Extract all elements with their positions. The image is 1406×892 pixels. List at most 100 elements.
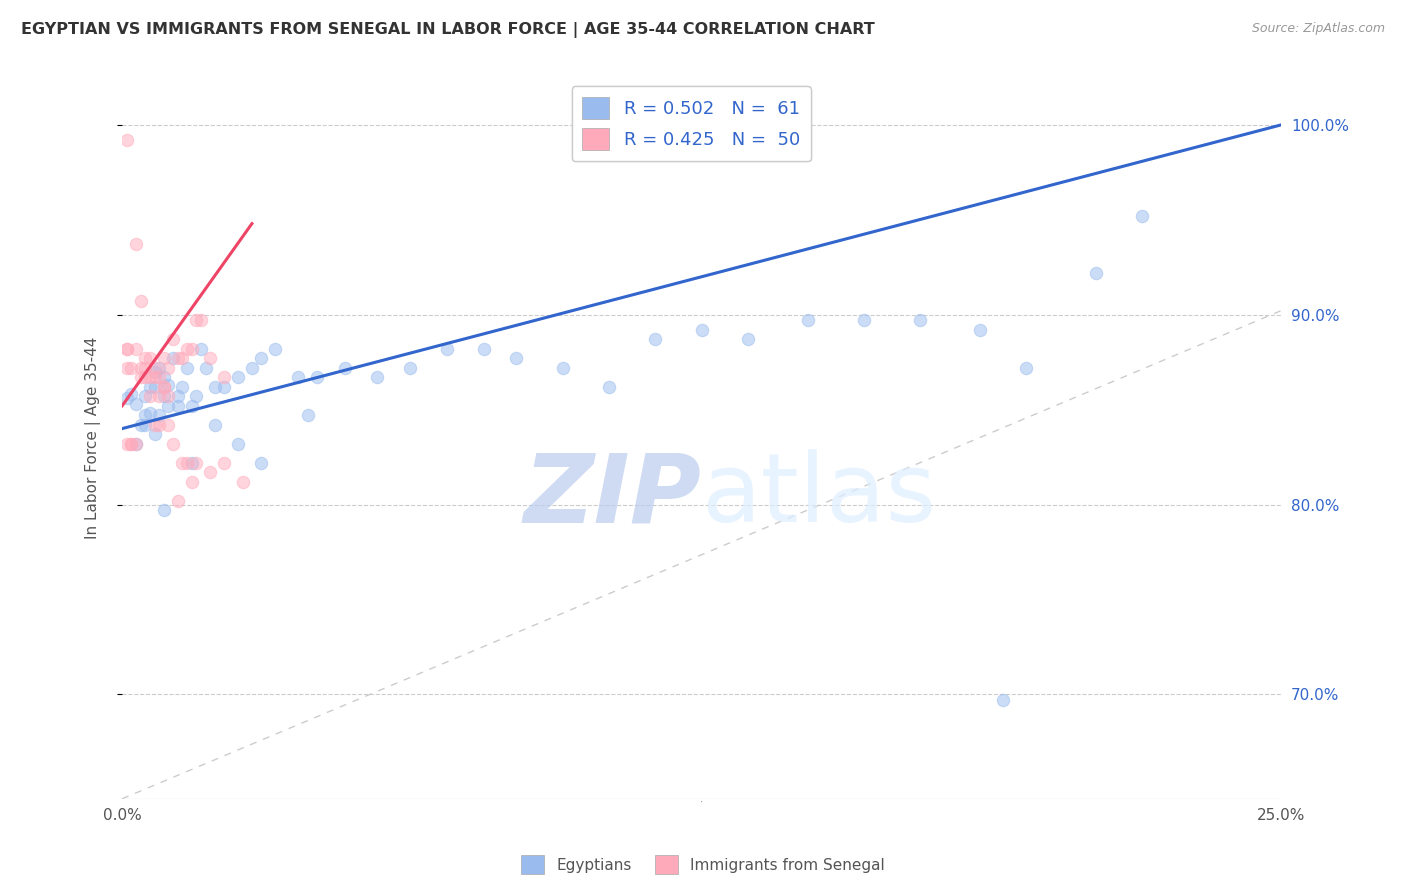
Point <box>115 133 138 147</box>
Point <box>180 456 202 470</box>
Point <box>134 360 156 375</box>
Point <box>148 417 170 432</box>
Point <box>143 417 166 432</box>
Point <box>120 360 142 375</box>
Point <box>180 399 202 413</box>
Point <box>180 475 202 489</box>
Point <box>129 417 152 432</box>
Point <box>125 397 148 411</box>
Point <box>125 437 148 451</box>
Point <box>212 380 235 394</box>
Point <box>153 389 176 403</box>
Point <box>598 380 620 394</box>
Point <box>139 351 162 366</box>
Point <box>644 332 666 346</box>
Point <box>305 370 328 384</box>
Point <box>472 342 495 356</box>
Point <box>153 351 176 366</box>
Point <box>180 342 202 356</box>
Point <box>200 465 222 479</box>
Point <box>115 391 138 405</box>
Point <box>143 370 166 384</box>
Point <box>264 342 287 356</box>
Point <box>226 370 249 384</box>
Point <box>797 313 820 327</box>
Point <box>436 342 458 356</box>
Point <box>143 360 166 375</box>
Point <box>139 406 162 420</box>
Point <box>134 409 156 423</box>
Point <box>134 351 156 366</box>
Point <box>240 360 263 375</box>
Point <box>157 399 180 413</box>
Point <box>143 380 166 394</box>
Point <box>852 313 875 327</box>
Point <box>129 294 152 309</box>
Point <box>505 351 527 366</box>
Point <box>176 360 198 375</box>
Point <box>153 380 176 394</box>
Legend: Egyptians, Immigrants from Senegal: Egyptians, Immigrants from Senegal <box>515 849 891 880</box>
Point <box>129 360 152 375</box>
Point <box>176 456 198 470</box>
Point <box>250 456 273 470</box>
Point <box>153 370 176 384</box>
Point <box>166 399 188 413</box>
Y-axis label: In Labor Force | Age 35-44: In Labor Force | Age 35-44 <box>86 337 101 540</box>
Text: Source: ZipAtlas.com: Source: ZipAtlas.com <box>1251 22 1385 36</box>
Point <box>148 389 170 403</box>
Text: EGYPTIAN VS IMMIGRANTS FROM SENEGAL IN LABOR FORCE | AGE 35-44 CORRELATION CHART: EGYPTIAN VS IMMIGRANTS FROM SENEGAL IN L… <box>21 22 875 38</box>
Point <box>129 370 152 384</box>
Point <box>125 342 148 356</box>
Point <box>115 360 138 375</box>
Point <box>204 417 226 432</box>
Point <box>143 365 166 379</box>
Point <box>166 389 188 403</box>
Point <box>287 370 309 384</box>
Point <box>157 360 180 375</box>
Point <box>148 409 170 423</box>
Point <box>115 437 138 451</box>
Point <box>908 313 931 327</box>
Point <box>186 389 208 403</box>
Point <box>172 456 194 470</box>
Point <box>297 409 319 423</box>
Point <box>134 417 156 432</box>
Point <box>176 342 198 356</box>
Point <box>153 380 176 394</box>
Point <box>157 389 180 403</box>
Point <box>162 437 184 451</box>
Point <box>991 693 1014 707</box>
Point <box>157 378 180 392</box>
Point <box>204 380 226 394</box>
Point <box>120 387 142 401</box>
Point <box>186 313 208 327</box>
Point <box>969 323 991 337</box>
Point <box>1015 360 1038 375</box>
Point <box>162 332 184 346</box>
Point <box>120 437 142 451</box>
Point <box>162 351 184 366</box>
Point <box>166 493 188 508</box>
Point <box>115 342 138 356</box>
Point <box>690 323 713 337</box>
Point <box>157 417 180 432</box>
Point <box>366 370 388 384</box>
Point <box>139 389 162 403</box>
Point <box>226 437 249 451</box>
Point <box>551 360 574 375</box>
Point <box>125 437 148 451</box>
Point <box>143 427 166 442</box>
Point <box>1130 209 1153 223</box>
Point <box>186 456 208 470</box>
Point <box>232 475 254 489</box>
Point <box>139 370 162 384</box>
Point <box>148 370 170 384</box>
Text: atlas: atlas <box>702 450 936 542</box>
Point <box>212 456 235 470</box>
Point <box>333 360 356 375</box>
Point <box>172 380 194 394</box>
Point <box>250 351 273 366</box>
Text: ZIP: ZIP <box>524 450 702 542</box>
Point <box>134 370 156 384</box>
